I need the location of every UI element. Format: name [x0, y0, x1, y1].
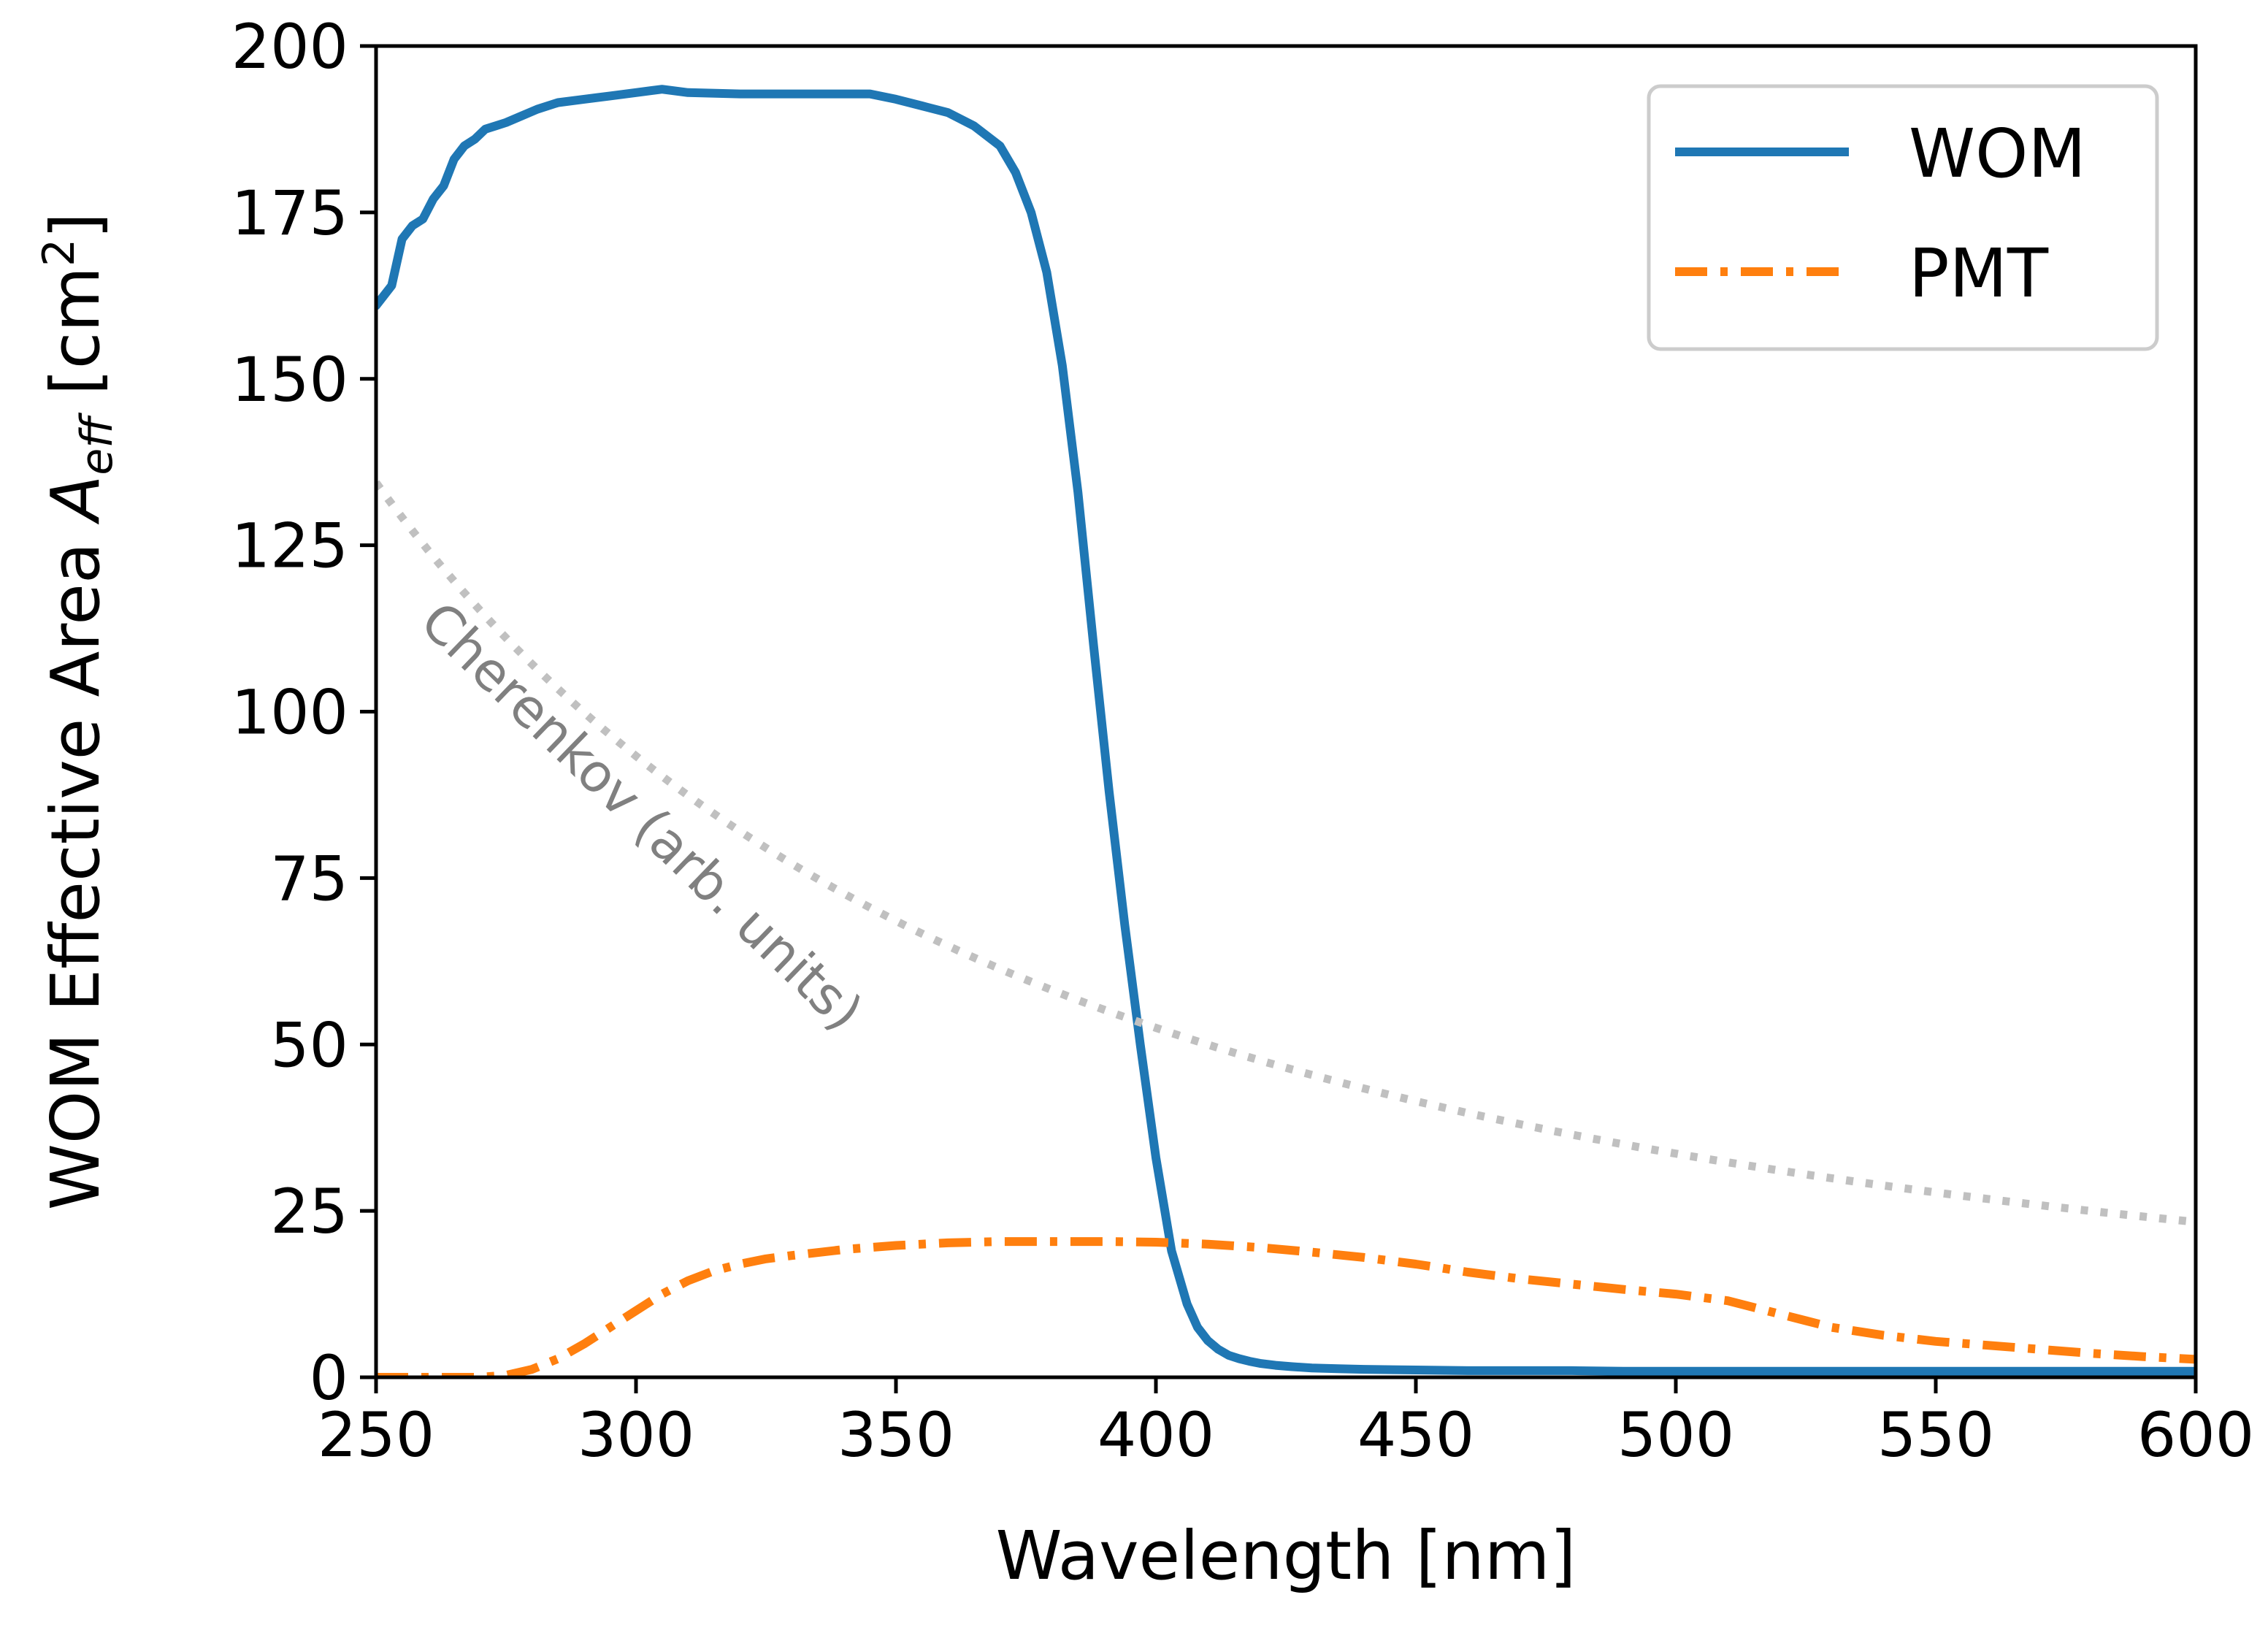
- y-tick-label: 125: [231, 510, 348, 582]
- y-tick-label: 50: [270, 1009, 348, 1081]
- x-tick-label: 550: [1877, 1399, 1994, 1471]
- x-tick-label: 250: [318, 1399, 434, 1471]
- y-axis-title-main: WOM Effective Area: [37, 521, 115, 1211]
- y-tick-label: 175: [231, 177, 348, 249]
- series-line-wom: [376, 85, 2196, 1376]
- x-axis-title: Wavelength [nm]: [996, 1517, 1577, 1595]
- x-tick-label: 600: [2137, 1399, 2254, 1471]
- y-axis-title-unit-open: [cm: [37, 267, 115, 416]
- legend: WOM PMT: [1647, 84, 2159, 351]
- y-axis-title-subscript: eff: [72, 413, 123, 475]
- y-axis: 0 25 50 75 100 125 150 175 200: [231, 11, 376, 1414]
- series-line-pmt: [376, 1237, 2196, 1377]
- y-tick-label: 0: [310, 1342, 348, 1414]
- x-axis: 250 300 350 400 450 500 550 600: [318, 1377, 2254, 1471]
- x-tick-label: 500: [1617, 1399, 1734, 1471]
- y-tick-label: 75: [270, 843, 348, 914]
- x-tick-label: 350: [838, 1399, 954, 1471]
- x-tick-label: 300: [578, 1399, 694, 1471]
- x-tick-label: 450: [1357, 1399, 1474, 1471]
- y-tick-label: 100: [231, 677, 348, 749]
- y-axis-title: WOM Effective Area Aeff [cm2]: [34, 213, 123, 1210]
- legend-label-wom: WOM: [1909, 115, 2086, 193]
- y-tick-label: 25: [270, 1176, 348, 1247]
- series-layer: [376, 85, 2196, 1377]
- y-axis-title-superscript: 2: [34, 239, 85, 267]
- y-tick-label: 150: [231, 344, 348, 416]
- x-tick-label: 400: [1097, 1399, 1214, 1471]
- y-axis-title-unit-close: ]: [37, 213, 115, 239]
- legend-label-pmt: PMT: [1909, 234, 2049, 313]
- y-axis-title-symbol: A: [37, 475, 115, 525]
- y-tick-label: 200: [231, 11, 348, 83]
